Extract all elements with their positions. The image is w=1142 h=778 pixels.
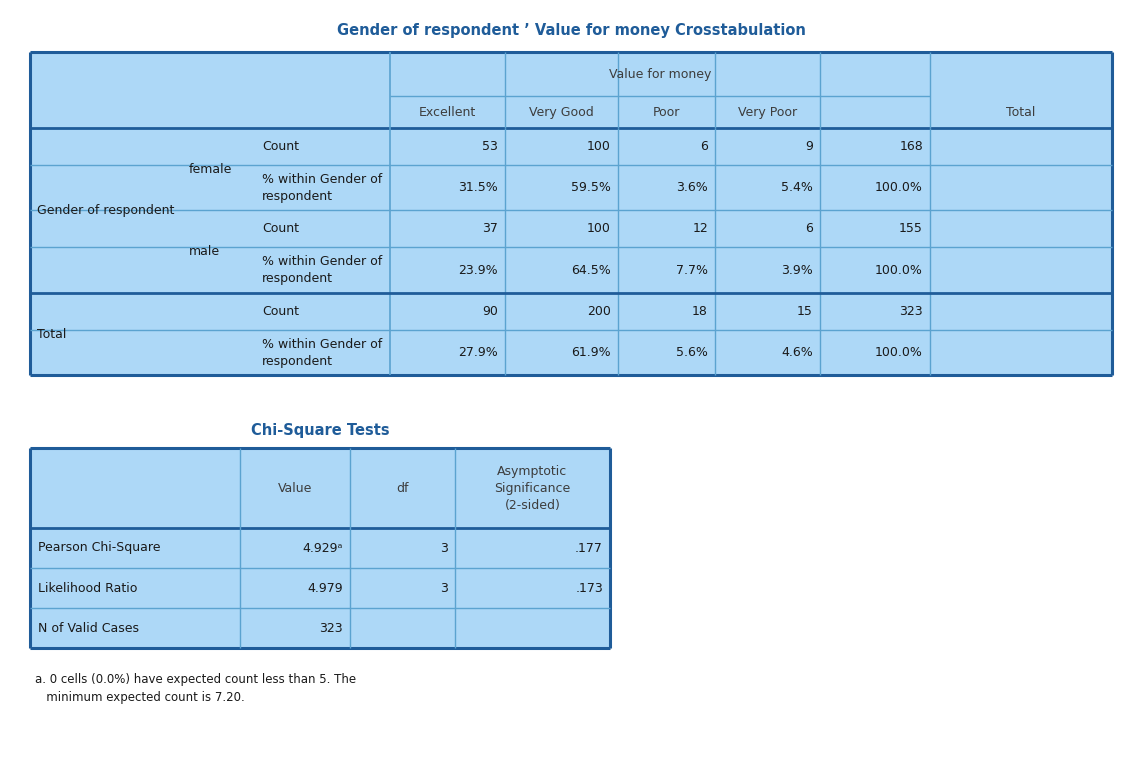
Text: Count: Count xyxy=(262,140,299,153)
Bar xyxy=(30,52,1112,375)
Text: Very Good: Very Good xyxy=(529,106,594,118)
Text: Likelihood Ratio: Likelihood Ratio xyxy=(38,581,137,594)
Text: 7.7%: 7.7% xyxy=(676,264,708,276)
Text: 27.9%: 27.9% xyxy=(458,346,498,359)
Text: Count: Count xyxy=(262,222,299,235)
Text: 6: 6 xyxy=(700,140,708,153)
Text: % within Gender of
respondent: % within Gender of respondent xyxy=(262,173,383,202)
Text: 100.0%: 100.0% xyxy=(875,346,923,359)
Text: 3.9%: 3.9% xyxy=(781,264,813,276)
Text: Gender of respondent: Gender of respondent xyxy=(37,204,175,217)
Text: .173: .173 xyxy=(576,581,603,594)
Text: Value for money: Value for money xyxy=(609,68,711,80)
Text: 155: 155 xyxy=(899,222,923,235)
Text: Pearson Chi-Square: Pearson Chi-Square xyxy=(38,541,161,555)
Text: Total: Total xyxy=(37,328,66,341)
Text: 9: 9 xyxy=(805,140,813,153)
Text: male: male xyxy=(188,245,220,258)
Text: 3: 3 xyxy=(440,541,448,555)
Text: a. 0 cells (0.0%) have expected count less than 5. The
   minimum expected count: a. 0 cells (0.0%) have expected count le… xyxy=(35,673,356,704)
Text: Value: Value xyxy=(278,482,312,495)
Text: Gender of respondent ’ Value for money Crosstabulation: Gender of respondent ’ Value for money C… xyxy=(337,23,805,37)
Text: 4.929ᵃ: 4.929ᵃ xyxy=(303,541,343,555)
Text: Total: Total xyxy=(1006,106,1036,118)
Text: N of Valid Cases: N of Valid Cases xyxy=(38,622,139,635)
Text: 100: 100 xyxy=(587,222,611,235)
Text: Chi-Square Tests: Chi-Square Tests xyxy=(251,422,389,437)
Text: 323: 323 xyxy=(900,305,923,318)
Text: 5.6%: 5.6% xyxy=(676,346,708,359)
Bar xyxy=(30,448,610,648)
Text: 100.0%: 100.0% xyxy=(875,181,923,194)
Text: 200: 200 xyxy=(587,305,611,318)
Text: Count: Count xyxy=(262,305,299,318)
Text: 3: 3 xyxy=(440,581,448,594)
Text: 4.6%: 4.6% xyxy=(781,346,813,359)
Text: 31.5%: 31.5% xyxy=(458,181,498,194)
Text: 53: 53 xyxy=(482,140,498,153)
Text: 18: 18 xyxy=(692,305,708,318)
Text: 100.0%: 100.0% xyxy=(875,264,923,276)
Text: 12: 12 xyxy=(692,222,708,235)
Text: 61.9%: 61.9% xyxy=(571,346,611,359)
Text: 3.6%: 3.6% xyxy=(676,181,708,194)
Text: 59.5%: 59.5% xyxy=(571,181,611,194)
Text: 5.4%: 5.4% xyxy=(781,181,813,194)
Text: 23.9%: 23.9% xyxy=(458,264,498,276)
Text: 90: 90 xyxy=(482,305,498,318)
Text: 323: 323 xyxy=(320,622,343,635)
Text: 4.979: 4.979 xyxy=(307,581,343,594)
Text: Asymptotic
Significance
(2-sided): Asymptotic Significance (2-sided) xyxy=(494,464,571,511)
Text: Very Poor: Very Poor xyxy=(738,106,797,118)
Text: Excellent: Excellent xyxy=(419,106,476,118)
Text: % within Gender of
respondent: % within Gender of respondent xyxy=(262,255,383,285)
Text: 168: 168 xyxy=(899,140,923,153)
Text: df: df xyxy=(396,482,409,495)
Text: female: female xyxy=(188,163,232,176)
Text: 15: 15 xyxy=(797,305,813,318)
Text: 100: 100 xyxy=(587,140,611,153)
Text: % within Gender of
respondent: % within Gender of respondent xyxy=(262,338,383,367)
Text: 6: 6 xyxy=(805,222,813,235)
Text: Poor: Poor xyxy=(653,106,681,118)
Text: .177: .177 xyxy=(576,541,603,555)
Text: 64.5%: 64.5% xyxy=(571,264,611,276)
Text: 37: 37 xyxy=(482,222,498,235)
